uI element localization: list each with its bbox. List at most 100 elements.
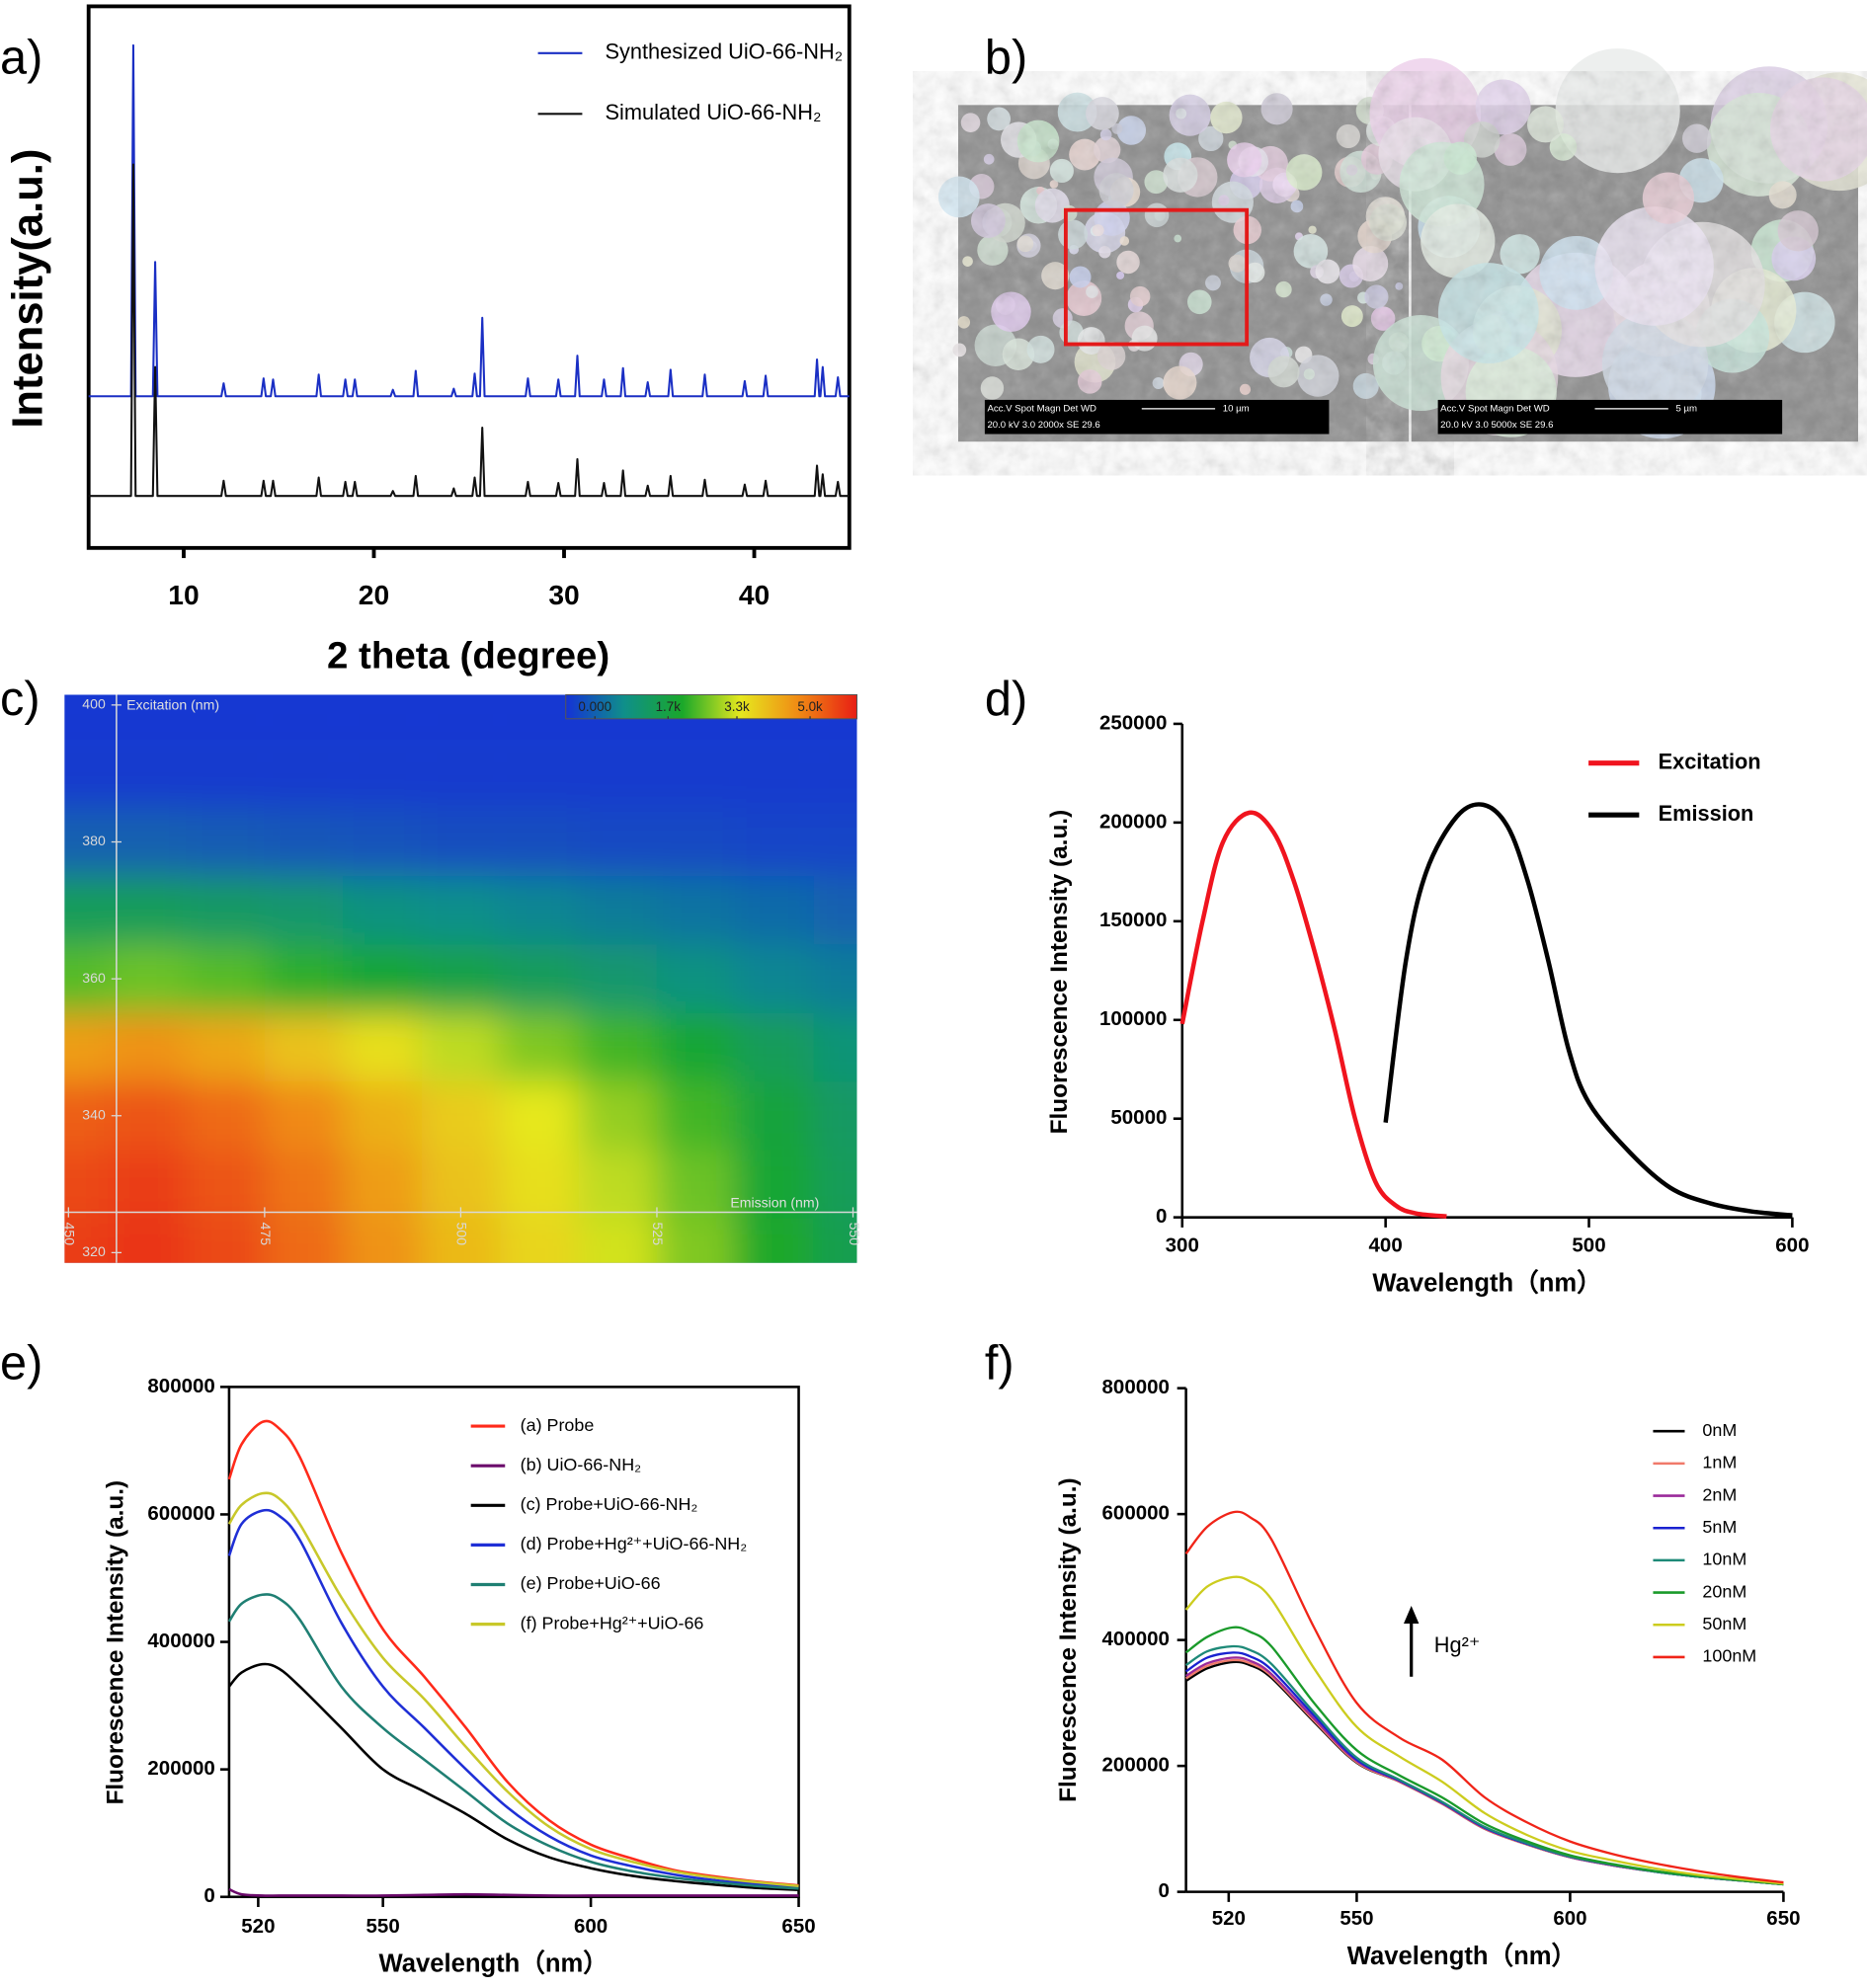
- heatmap-cell: [186, 1012, 265, 1082]
- plot-area: 520 550 600 650 0 200000 400000 600000 800000 Wav…: [1055, 1376, 1800, 1970]
- sem-images: Acc.V Spot Magn Det WD 20.0 kV 3.0 2000x …: [937, 48, 1867, 442]
- x-tick-label: 550: [1339, 1907, 1373, 1930]
- heatmap-cell: [264, 944, 344, 1013]
- heatmap-cell: [343, 694, 422, 740]
- scale-bar-header: Acc.V Spot Magn Det WD: [987, 403, 1096, 414]
- y-axis-title: Fluorescence Intensity (a.u.): [102, 1480, 128, 1805]
- colorbar-tick-label: 1.7k: [656, 699, 682, 714]
- y-tick-label: 200000: [1102, 1754, 1170, 1777]
- y-tick-label: 320: [82, 1243, 106, 1259]
- heatmap-cell: [578, 1081, 657, 1151]
- heatmap-cell: [264, 807, 344, 877]
- heatmap-cell: [64, 739, 109, 808]
- series-line: [1184, 1510, 1784, 1884]
- heatmap-cell: [421, 694, 501, 740]
- heatmap-cell: [656, 807, 736, 877]
- heatmap-cell: [578, 1150, 657, 1219]
- x-axis-title: Emission (nm): [730, 1194, 819, 1210]
- heatmap-cell: [264, 1150, 344, 1219]
- legend-label: 5nM: [1702, 1517, 1737, 1537]
- heatmap-cell: [343, 944, 422, 1013]
- series-line: [1185, 1656, 1784, 1886]
- heatmap-cell: [64, 944, 109, 1013]
- y-tick-label: 400: [82, 696, 106, 712]
- heatmap-cell: [421, 944, 501, 1013]
- heatmap-cell: [421, 1012, 501, 1082]
- heatmap-cell: [813, 1012, 857, 1082]
- x-tick-label: 600: [1553, 1907, 1586, 1930]
- scale-bar-label: 5 µm: [1676, 403, 1698, 414]
- heatmap-cell: [735, 807, 814, 877]
- scale-bar-box: [1437, 399, 1783, 435]
- heatmap-cell: [813, 1150, 857, 1219]
- heatmap-cell: [500, 1150, 579, 1219]
- plot-area: 520 550 600 650 0 200000 400000 600000 800000 Wav…: [102, 1375, 815, 1978]
- x-tick-label: 520: [241, 1915, 275, 1938]
- heatmap-cell: [343, 1218, 422, 1263]
- heatmap-cell: [578, 739, 657, 808]
- y-axis-title: Fluorescence Intensity (a.u.): [1055, 1477, 1082, 1802]
- heatmap-cell: [64, 876, 109, 945]
- scale-bar-settings: 20.0 kV 3.0 5000x SE 29.6: [1440, 420, 1553, 431]
- y-tick-label: 100000: [1099, 1007, 1167, 1030]
- x-tick-label: 20: [359, 579, 389, 610]
- heatmap-cell: [500, 876, 579, 945]
- legend-label: 50nM: [1702, 1614, 1746, 1633]
- scale-bar-settings: 20.0 kV 3.0 2000x SE 29.6: [987, 420, 1099, 431]
- legend-label: (d) Probe+Hg²⁺+UiO-66-NH₂: [521, 1534, 748, 1553]
- heatmap-cell: [186, 807, 265, 877]
- heatmap-cells: [64, 694, 857, 1263]
- legend-label: (c) Probe+UiO-66-NH₂: [521, 1494, 698, 1514]
- heatmap-cell: [735, 876, 814, 945]
- heatmap-cell: [735, 1218, 814, 1263]
- heatmap-cell: [64, 1218, 109, 1263]
- x-axis-title: 2 theta (degree): [327, 634, 609, 676]
- y-tick-label: 50000: [1110, 1106, 1167, 1129]
- series-line: [1383, 802, 1793, 1218]
- legend-label: (a) Probe: [521, 1415, 595, 1435]
- heatmap-cell: [735, 1081, 814, 1151]
- y-axis-title: Fluorescence Intensity (a.u.): [1046, 810, 1073, 1135]
- x-tick-label: 650: [781, 1915, 815, 1938]
- heatmap-cell: [421, 739, 501, 808]
- heatmap-cell: [343, 807, 422, 877]
- x-tick-label: 475: [258, 1223, 274, 1246]
- heatmap-cell: [578, 807, 657, 877]
- heatmap-cell: [343, 876, 422, 945]
- x-tick-label: 520: [1212, 1907, 1246, 1930]
- heatmap-cell: [264, 694, 344, 740]
- series-line: [227, 1662, 799, 1891]
- x-tick-label: 500: [1572, 1234, 1605, 1257]
- heatmap-cell: [500, 1218, 579, 1263]
- sem-grain: [957, 105, 1410, 442]
- heatmap-cell: [421, 1218, 501, 1263]
- heatmap-cell: [813, 944, 857, 1013]
- y-tick-label: 0: [203, 1884, 214, 1907]
- y-axis-title: Intensity(a.u.): [4, 149, 51, 429]
- heatmap-cell: [108, 1218, 187, 1263]
- heatmap-cell: [186, 1218, 265, 1263]
- heatmap-cell: [264, 1012, 344, 1082]
- series-line: [1185, 1658, 1784, 1886]
- heatmap-cell: [656, 1081, 736, 1151]
- heatmap-cell: [500, 739, 579, 808]
- panel-label: c): [0, 673, 41, 726]
- x-tick-label: 10: [168, 579, 199, 610]
- x-tick-label: 30: [548, 579, 579, 610]
- y-tick-label: 400000: [147, 1630, 214, 1652]
- heatmap-cell: [578, 1012, 657, 1082]
- heatmap-cell: [64, 1081, 109, 1151]
- heatmap-cell: [343, 739, 422, 808]
- x-axis-title: Wavelength（nm）: [1347, 1942, 1577, 1970]
- heatmap-cell: [186, 739, 265, 808]
- heatmap-cell: [656, 1218, 736, 1263]
- heatmap-cell: [186, 876, 265, 945]
- y-tick-label: 340: [82, 1106, 106, 1122]
- heatmap-cell: [186, 1150, 265, 1219]
- y-tick-label: 200000: [147, 1757, 214, 1780]
- x-tick-label: 525: [650, 1223, 666, 1246]
- y-tick-label: 600000: [1102, 1502, 1170, 1525]
- heatmap-cell: [421, 1150, 501, 1219]
